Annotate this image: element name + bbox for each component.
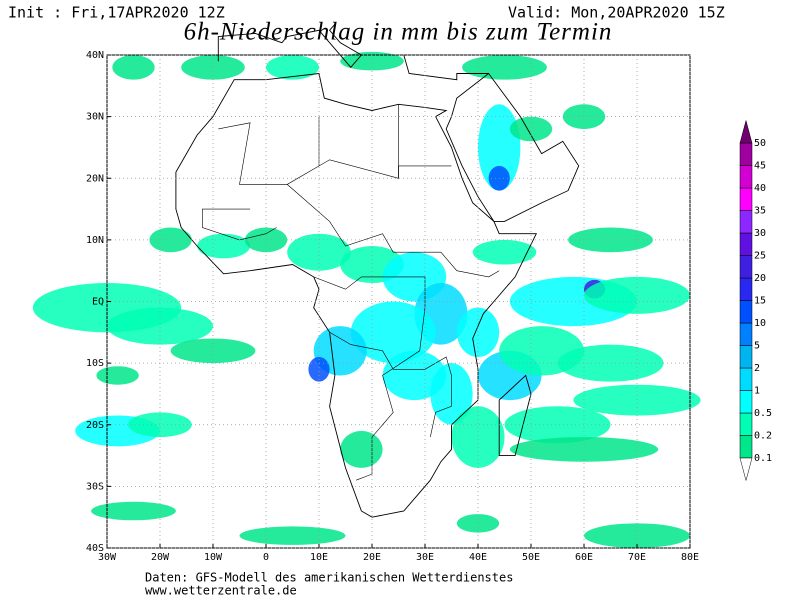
- init-time: Init : Fri,17APR2020 12Z: [8, 4, 225, 22]
- colorbar-swatch: [739, 232, 753, 256]
- precip-area: [287, 233, 351, 271]
- precip-area: [149, 227, 192, 253]
- precip-area: [456, 307, 500, 357]
- lon-tick-label: 20E: [363, 552, 381, 563]
- border: [287, 184, 500, 278]
- colorbar-label: 5: [754, 341, 760, 352]
- map-title: 6h-Niederschlag in mm bis zum Termin: [184, 19, 613, 46]
- colorbar-swatch: [739, 277, 753, 301]
- precip-area: [197, 233, 251, 259]
- colorbar-swatch: [739, 412, 753, 436]
- colorbar-label: 2: [754, 363, 760, 374]
- lon-tick-label: 80E: [681, 552, 699, 563]
- lon-tick-label: 10W: [204, 552, 223, 563]
- precip-area: [568, 227, 653, 253]
- colorbar-label: 20: [754, 273, 766, 284]
- colorbar-swatch: [739, 345, 753, 369]
- footer-source: Daten: GFS-Modell des amerikanischen Wet…: [145, 571, 513, 585]
- lat-tick-label: 40S: [86, 543, 104, 554]
- precip-area: [340, 51, 404, 71]
- lon-tick-label: 30E: [416, 552, 434, 563]
- lat-tick-label: EQ: [92, 297, 104, 308]
- precip-area: [340, 430, 383, 468]
- colorbar-label: 25: [754, 251, 766, 262]
- lon-tick-label: 60E: [575, 552, 593, 563]
- precip-area: [382, 350, 447, 401]
- colorbar-swatch: [739, 322, 753, 346]
- lon-tick-label: 70E: [628, 552, 646, 563]
- precip-area: [478, 104, 521, 191]
- colorbar-label: 40: [754, 183, 766, 194]
- colorbar-swatch: [739, 390, 753, 414]
- precip-area: [107, 307, 213, 345]
- colorbar-label: 1: [754, 386, 760, 397]
- lon-tick-label: 30W: [98, 552, 117, 563]
- border: [202, 208, 277, 241]
- border: [218, 122, 452, 185]
- lon-tick-label: 50E: [522, 552, 540, 563]
- colorbar-label: 0.5: [754, 408, 772, 419]
- precip-area: [308, 356, 330, 382]
- coastline: [403, 54, 489, 81]
- colorbar-swatch: [739, 165, 753, 189]
- lon-tick-label: 20W: [151, 552, 170, 563]
- colorbar-swatch: [739, 210, 753, 234]
- lon-tick-label: 40E: [469, 552, 487, 563]
- lat-tick-label: 30N: [86, 112, 104, 123]
- precip-area: [509, 437, 659, 462]
- precip-area: [451, 406, 505, 468]
- colorbar-label: 35: [754, 206, 766, 217]
- precip-area: [170, 338, 256, 364]
- colorbar-cap: [739, 119, 753, 144]
- colorbar-swatch: [739, 367, 753, 391]
- colorbar-swatch: [739, 187, 753, 211]
- precip-area: [91, 501, 176, 521]
- map-axes: 30W 20W 10W 0 10E 20E 30E 40E 50E 60E 70E 80E 40N 30N…: [86, 50, 699, 563]
- precipitation: [32, 51, 701, 548]
- coastline: [498, 374, 532, 457]
- footer-url: www.wetterzentrale.de: [145, 584, 297, 598]
- coastline: [217, 23, 363, 68]
- precip-area: [509, 116, 553, 142]
- lat-tick-label: 20N: [86, 173, 104, 184]
- colorbar-label: 0.1: [754, 453, 772, 464]
- precip-area: [472, 239, 537, 265]
- lat-tick-label: 30S: [86, 481, 104, 492]
- colorbar-swatch: [739, 255, 753, 279]
- lat-tick-label: 10N: [86, 235, 104, 246]
- colorbar-swatch: [739, 435, 753, 459]
- coastline: [445, 72, 580, 222]
- precip-area: [557, 344, 664, 382]
- colorbar-label: 10: [754, 318, 766, 329]
- lat-tick-label: 40N: [86, 50, 104, 61]
- lat-tick-label: 20S: [86, 420, 104, 431]
- valid-time: Valid: Mon,20APR2020 15Z: [508, 4, 725, 22]
- precip-area: [573, 384, 701, 416]
- colorbar-label: 50: [754, 138, 766, 149]
- colorbar-label: 0.2: [754, 431, 772, 442]
- colorbar-label: 45: [754, 161, 766, 172]
- colorbar-label: 15: [754, 296, 766, 307]
- precip-area: [239, 526, 346, 545]
- precip-area: [462, 54, 547, 80]
- lat-tick-label: 10S: [86, 358, 104, 369]
- colorbar-swatch: [739, 300, 753, 324]
- colorbar-label: 30: [754, 228, 766, 239]
- precip-area: [112, 54, 155, 80]
- lon-tick-label: 0: [263, 552, 269, 563]
- colorbar-swatch: [739, 142, 753, 166]
- lon-tick-label: 10E: [310, 552, 328, 563]
- colorbar-foot: [739, 457, 753, 482]
- precip-area: [266, 54, 319, 80]
